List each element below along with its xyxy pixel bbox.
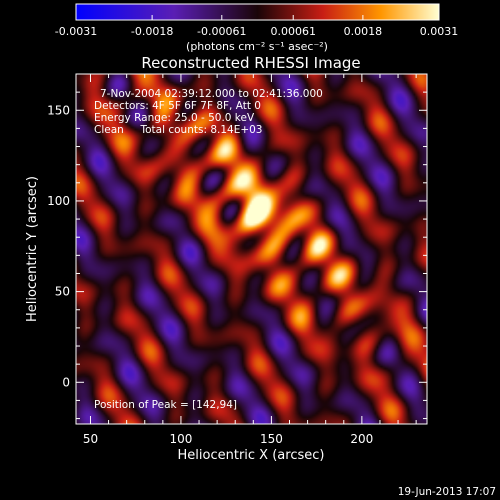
y-tick-label: 50 <box>55 285 70 299</box>
annotation-peak: Position of Peak = [142,94] <box>94 399 237 411</box>
x-axis-ticks: 50 100 150 200 <box>83 74 417 446</box>
x-tick-label: 150 <box>260 432 283 446</box>
colorbar-tick-label: 0.00061 <box>270 25 316 38</box>
y-tick-label: 150 <box>47 103 70 117</box>
colorbar-label: (photons cm⁻² s⁻¹ asec⁻²) <box>186 40 328 53</box>
colorbar-tick-label: 0.0018 <box>344 25 383 38</box>
heatmap-image <box>76 74 427 424</box>
colorbar-tick-label: -0.0018 <box>131 25 173 38</box>
y-tick-label: 0 <box>62 375 70 389</box>
colorbar-tick-label: -0.00061 <box>197 25 246 38</box>
y-axis-ticks: 0 50 100 150 <box>47 73 427 420</box>
annotation-method: Clean Total counts: 8.14E+03 <box>94 124 263 136</box>
colorbar-tick-label: -0.0031 <box>55 25 97 38</box>
annotation-time-range: 7-Nov-2004 02:39:12.000 to 02:41:36.000 <box>100 88 323 100</box>
colorbar <box>75 3 440 21</box>
colorbar-tick-label: 0.0031 <box>420 25 459 38</box>
chart-title: Reconstructed RHESSI Image <box>141 54 360 72</box>
x-tick-label: 200 <box>350 432 373 446</box>
x-tick-label: 100 <box>169 432 192 446</box>
annotation-detectors: Detectors: 4F 5F 6F 7F 8F, Att 0 <box>94 100 261 112</box>
y-axis-label: Heliocentric Y (arcsec) <box>25 176 40 322</box>
footer-date: 19-Jun-2013 17:07 <box>398 486 496 498</box>
colorbar-ticks: -0.0031 -0.0018 -0.00061 0.00061 0.0018 0.003… <box>55 15 458 38</box>
annotation-energy: Energy Range: 25.0 - 50.0 keV <box>94 112 255 124</box>
x-tick-label: 50 <box>83 432 98 446</box>
y-tick-label: 100 <box>47 194 70 208</box>
x-axis-label: Heliocentric X (arcsec) <box>178 448 325 463</box>
plot-frame <box>75 73 428 425</box>
